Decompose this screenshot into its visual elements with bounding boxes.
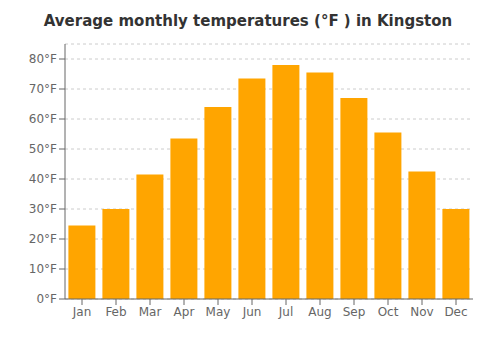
svg-text:Sep: Sep (343, 305, 366, 319)
svg-text:Feb: Feb (105, 305, 126, 319)
svg-text:60°F: 60°F (29, 112, 57, 126)
svg-text:10°F: 10°F (29, 262, 57, 276)
svg-text:Nov: Nov (410, 305, 433, 319)
svg-text:Jul: Jul (278, 305, 293, 319)
svg-text:Apr: Apr (174, 305, 195, 319)
svg-text:20°F: 20°F (29, 232, 57, 246)
svg-text:Aug: Aug (308, 305, 331, 319)
svg-text:0°F: 0°F (36, 292, 57, 306)
svg-text:70°F: 70°F (29, 82, 57, 96)
svg-text:Jan: Jan (72, 305, 92, 319)
svg-text:May: May (206, 305, 231, 319)
html-text:Average monthly temperatures (: Average monthly temperatures (°F ) in Ki… (43, 12, 453, 30)
svg-text:Mar: Mar (139, 305, 162, 319)
svg-text:80°F: 80°F (29, 52, 57, 66)
svg-text:Oct: Oct (378, 305, 399, 319)
svg-text:Jun: Jun (242, 305, 262, 319)
svg-text:50°F: 50°F (29, 142, 57, 156)
svg-text:30°F: 30°F (29, 202, 57, 216)
svg-text:Dec: Dec (444, 305, 467, 319)
svg-text:40°F: 40°F (29, 172, 57, 186)
